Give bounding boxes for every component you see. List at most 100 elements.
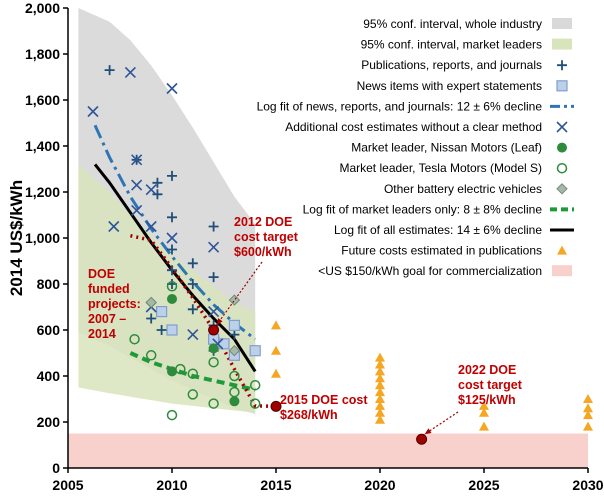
open-circle-point [229,370,240,382]
legend-label-leaders_fit: Log fit of market leaders only: 8 ± 8% d… [303,202,543,216]
target-2012-label-line: cost target [234,230,299,244]
x-point [131,154,143,166]
target-2012-arrow-head [216,318,223,325]
triangle-point [271,368,281,378]
legend-label-tesla: Market leader, Tesla Motors (Model S) [339,161,542,175]
legend-swatch-other_bev [556,183,568,195]
open-circle-point [129,333,140,345]
goal-band [68,433,588,468]
y-tick-label: 400 [37,368,61,384]
legend-label-news: News items with expert statements [357,79,542,93]
x-tick-label: 2010 [156,477,187,493]
points-layer [87,65,593,445]
legend-label-future: Future costs estimated in publications [341,244,542,258]
target-2012-label: 2012 DOE cost target $600/kWh [234,215,299,259]
triangle-point [375,366,385,376]
x-point [187,329,199,341]
open-circle-point [166,409,178,421]
leaders-fit-line [129,351,256,392]
plus-point [187,258,198,269]
y-tick-label: 1,800 [25,46,60,62]
target-2022-label-line: cost target [458,378,523,392]
x-tick-label: 2015 [260,477,291,493]
x-point [166,232,178,244]
x-point [124,66,136,78]
plus-point [187,279,198,289]
open-circle-point [187,368,199,379]
cost-2015-label-line: 2015 DOE cost [280,393,368,407]
target-2012-label-line: 2012 DOE [234,215,292,229]
plus-point [156,325,167,335]
triangle-point [375,352,385,362]
filled-circle-point [229,396,240,407]
y-tick-label: 1,400 [25,138,60,154]
legend-swatch-tesla [556,162,568,174]
x-point [131,204,143,216]
legend-label-leaf: Market leader, Nissan Motors (Leaf) [351,141,542,155]
legend-swatch-leaf [557,142,567,153]
legend-swatch-news [556,80,568,92]
legend-label-cost_estimates: Additional cost estimates without a clea… [285,120,542,134]
doe-funded-projects-label: DOE funded projects: 2007 –2014 [88,267,141,341]
legend-label-other_bev: Other battery electric vehicles [384,182,542,196]
plus-point [187,304,198,315]
triangle-point [583,403,593,413]
plus-point [208,221,219,232]
target-2012-arrow [216,261,263,326]
triangle-point [583,421,593,431]
doe-funded-projects-label-line: 2007 – [88,312,126,326]
legend-label-leaders_band: 95% conf. interval, market leaders [361,38,542,52]
open-circle-point [145,350,157,361]
plus-point [208,272,219,283]
square-point [228,319,240,331]
cost-2015-label: 2015 DOE cost $268/kWh [280,393,368,422]
square-point [249,345,261,357]
filled-circle-point [167,293,177,304]
doe-target-point [208,324,220,336]
x-point [166,82,178,95]
legend-label-all_fit: Log fit of all estimates: 14 ± 6% declin… [334,223,542,237]
open-circle-point [175,363,186,375]
x-tick-label: 2020 [364,477,395,493]
triangle-point [583,394,593,403]
plus-point [152,177,163,188]
triangle-point [583,410,593,420]
doe-target-point [416,433,428,445]
x-point [87,105,99,118]
legend-label-goal_band: <US $150/kWh goal for commercialization [318,264,542,278]
triangle-point [375,394,385,403]
doe-funded-projects-label-line: funded [88,282,130,296]
filled-circle-point [208,343,219,354]
open-circle-point [187,389,199,400]
legend: 95% conf. interval, whole industry 95% co… [257,17,574,278]
x-point [208,306,220,318]
y-tick-label: 800 [37,276,61,292]
triangle-point [375,407,385,417]
y-axis-label: 2014 US$/kWh [7,180,26,296]
doe-target-point [270,400,282,412]
legend-label-publications: Publications, reports, and journals [361,58,542,72]
y-tick-label: 600 [37,322,61,338]
triangle-point [271,320,281,330]
plus-point [167,244,177,255]
x-tick-label: 2030 [572,477,603,493]
legend-label-industry_band: 95% conf. interval, whole industry [363,17,542,31]
legend-swatch-cost_estimates [556,121,568,133]
triangle-point [375,373,385,383]
square-point [166,324,178,336]
x-tick-label: 2025 [468,477,499,493]
plus-point [167,170,177,181]
triangle-point [271,345,281,355]
legend-swatch-publications [557,60,567,71]
y-tick-label: 2,000 [25,0,60,16]
square-point [218,338,230,350]
x-point [108,220,120,233]
ticks-layer: 2005 2010 2015 2020 2025 2030 0 200 400 600 800 1,0… [25,0,604,493]
plus-point [104,65,115,76]
legend-label-log_fit_news: Log fit of news, reports, and journals: … [257,99,543,113]
plus-point [167,265,177,276]
triangle-point [479,400,489,410]
open-circle-point [249,398,261,409]
plus-point [167,212,177,223]
